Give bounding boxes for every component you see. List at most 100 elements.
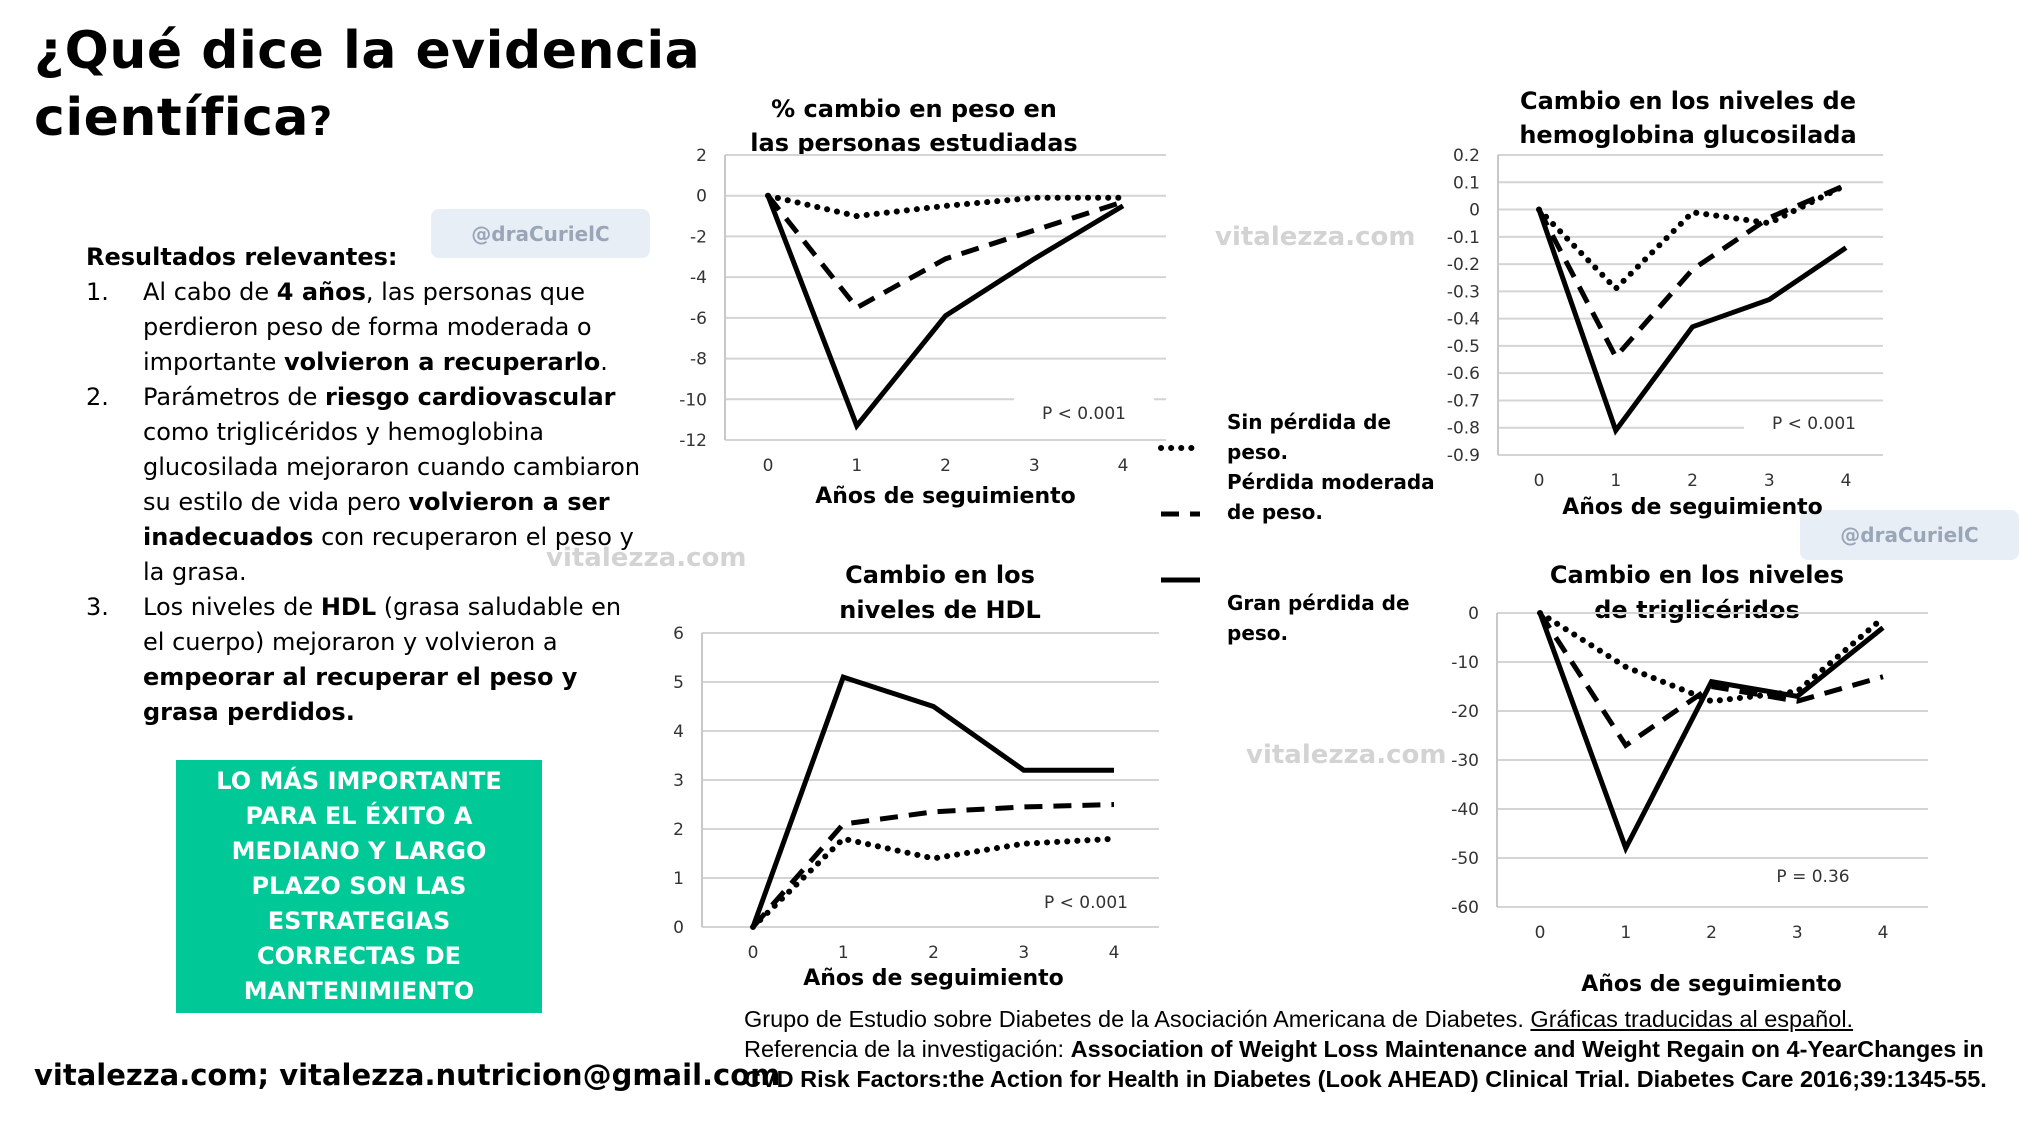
y-tick-label: 0 <box>696 187 707 207</box>
y-tick-label: -60 <box>1451 898 1479 918</box>
chart-title: Cambio en los niveles de <box>1520 87 1856 115</box>
y-tick-label: 0.2 <box>1453 146 1480 166</box>
y-tick-label: 1 <box>673 869 684 889</box>
result-text: Los niveles de <box>143 593 321 621</box>
y-tick-label: 4 <box>673 722 684 742</box>
x-tick-label: 0 <box>1535 923 1546 943</box>
handle-badge: @draCurielC <box>431 209 650 258</box>
result-item: 1. Al cabo de 4 años, las personas que pe… <box>86 275 646 380</box>
y-tick-label: -50 <box>1451 849 1479 869</box>
chart-title: hemoglobina glucosilada <box>1519 121 1856 149</box>
series-line-dotted <box>765 192 1126 220</box>
result-number: 3. <box>86 593 109 621</box>
p-value-annotation: P < 0.001 <box>1772 414 1856 434</box>
watermark: vitalezza.com <box>1246 740 1447 770</box>
y-tick-label: -0.7 <box>1447 391 1480 411</box>
watermark: vitalezza.com <box>1215 222 1416 252</box>
y-tick-label: -0.5 <box>1447 337 1480 357</box>
y-tick-label: -10 <box>1451 653 1479 673</box>
reference-line-1: Grupo de Estudio sobre Diabetes de la As… <box>744 1004 2014 1034</box>
x-tick-label: 1 <box>1620 923 1631 943</box>
result-item: 3. Los niveles de HDL (grasa saludable en… <box>86 590 646 730</box>
chart-title: Cambio en los <box>845 561 1035 589</box>
y-tick-label: -0.6 <box>1447 364 1480 384</box>
x-axis-label: Años de seguimiento <box>803 966 1064 991</box>
series-line-dashed <box>766 194 1124 311</box>
chart-1: Cambio en los niveles de hemoglobina gluc… <box>1447 87 1884 520</box>
series-line-solid <box>750 673 1114 928</box>
result-text: Parámetros de <box>143 383 326 411</box>
x-tick-label: 2 <box>1687 471 1698 491</box>
series-line-solid <box>1537 612 1885 855</box>
results-heading: Resultados relevantes: <box>86 243 398 271</box>
series-line-dotted <box>1537 610 1886 705</box>
watermark: vitalezza.com <box>546 543 747 573</box>
chart-title: niveles de HDL <box>839 596 1041 624</box>
x-axis-label: Años de seguimiento <box>815 484 1076 509</box>
reference-source: Grupo de Estudio sobre Diabetes de la As… <box>744 1006 1531 1032</box>
key-message-text: LO MÁS IMPORTANTE PARA EL ÉXITO A MEDIAN… <box>216 767 502 1005</box>
y-tick-label: -0.4 <box>1447 310 1480 330</box>
annotation-background <box>1744 407 1884 437</box>
reference-text: Grupo de Estudio sobre Diabetes de la As… <box>744 1004 2014 1094</box>
key-message-callout: LO MÁS IMPORTANTE PARA EL ÉXITO A MEDIAN… <box>176 760 542 1013</box>
reference-citation: Association of Weight Loss Maintenance a… <box>744 1036 1987 1092</box>
x-tick-label: 2 <box>1706 923 1717 943</box>
result-text: , las personas que perdieron peso de for… <box>143 278 592 376</box>
title-line-2-text: científica <box>34 88 309 148</box>
x-tick-label: 4 <box>1118 456 1129 476</box>
series-line-solid <box>765 194 1125 431</box>
y-tick-label: 6 <box>673 624 684 644</box>
x-tick-label: 4 <box>1878 923 1889 943</box>
result-emphasis: riesgo cardiovascular <box>325 383 616 411</box>
y-tick-label: 2 <box>696 146 707 166</box>
y-tick-label: -8 <box>690 350 707 370</box>
y-tick-label: 0 <box>1469 201 1480 221</box>
legend-label-dotted: Sin pérdida de peso. <box>1227 410 1392 464</box>
result-emphasis: empeorar al recuperar el peso y grasa pe… <box>143 663 578 726</box>
series-line-dotted <box>1536 182 1849 293</box>
title-line-2: científica? <box>34 85 700 156</box>
legend-label-dashed: Pérdida moderada de peso. <box>1227 470 1435 524</box>
x-tick-label: 1 <box>838 943 849 963</box>
result-emphasis: volvieron a recuperarlo <box>283 348 601 376</box>
chart-title: Cambio en los niveles <box>1550 561 1844 589</box>
x-tick-label: 0 <box>1534 471 1545 491</box>
result-item: 2. Parámetros de riesgo cardiovascular co… <box>86 380 646 590</box>
y-tick-label: -10 <box>679 390 707 410</box>
y-tick-label: 2 <box>673 820 684 840</box>
title-question-mark: ? <box>308 99 333 145</box>
y-tick-label: -4 <box>690 268 707 288</box>
results-list: 1. Al cabo de 4 años, las personas que pe… <box>86 275 646 730</box>
result-text: (grasa saludable en el cuerpo) mejoraron… <box>143 593 622 656</box>
y-tick-label: -12 <box>679 431 707 451</box>
result-emphasis: HDL <box>320 593 377 621</box>
y-tick-label: -2 <box>690 227 707 247</box>
result-text: . <box>600 348 608 376</box>
x-tick-label: 3 <box>1764 471 1775 491</box>
result-emphasis: volvieron a ser inadecuados <box>143 488 610 551</box>
y-tick-label: -0.2 <box>1447 255 1480 275</box>
p-value-annotation: P < 0.001 <box>1042 404 1126 424</box>
result-text: como triglicéridos y hemoglobina glucosi… <box>143 418 641 516</box>
y-tick-label: 5 <box>673 673 684 693</box>
result-number: 2. <box>86 383 109 411</box>
chart-title: de triglicéridos <box>1594 596 1800 624</box>
legend-label-solid: Gran pérdida de peso. <box>1227 591 1410 645</box>
series-line-dashed <box>1536 182 1847 362</box>
y-tick-label: 0 <box>673 918 684 938</box>
chart-title: las personas estudiadas <box>750 129 1077 157</box>
footer-contact: vitalezza.com; vitalezza.nutricion@gmail… <box>34 1058 781 1092</box>
y-tick-label: 3 <box>673 771 684 791</box>
annotation-background <box>1743 860 1883 890</box>
p-value-annotation: P < 0.001 <box>1044 893 1128 913</box>
y-tick-label: 0 <box>1468 604 1479 624</box>
results-section: Resultados relevantes: 1. Al cabo de 4 añ… <box>86 240 646 730</box>
result-text: Al cabo de <box>143 278 277 306</box>
result-text: con recuperaron el peso y la grasa. <box>143 523 634 586</box>
x-tick-label: 2 <box>940 456 951 476</box>
title-line-1: ¿Qué dice la evidencia <box>34 21 701 81</box>
chart-title: % cambio en peso en <box>771 95 1057 123</box>
x-axis-label: Años de seguimiento <box>1581 972 1842 997</box>
